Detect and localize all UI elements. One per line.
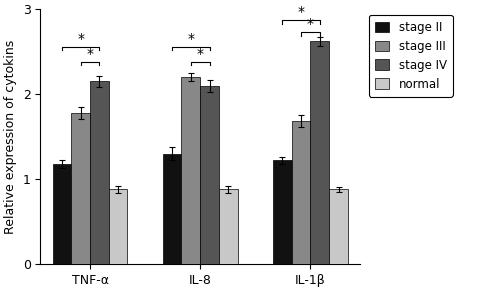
Bar: [52, 164, 72, 264]
Y-axis label: Relative expression of cytokins: Relative expression of cytokins: [4, 40, 17, 234]
Bar: [200, 86, 219, 264]
Bar: [72, 113, 90, 264]
Bar: [329, 189, 348, 264]
Bar: [182, 77, 200, 264]
Text: *: *: [86, 47, 94, 61]
Bar: [273, 160, 291, 264]
Bar: [292, 121, 310, 264]
Bar: [109, 189, 128, 264]
Legend: stage II, stage III, stage IV, normal: stage II, stage III, stage IV, normal: [369, 15, 452, 97]
Bar: [163, 154, 182, 264]
Bar: [310, 42, 329, 264]
Bar: [219, 189, 238, 264]
Text: *: *: [188, 32, 194, 46]
Text: *: *: [77, 32, 84, 46]
Bar: [90, 81, 109, 264]
Text: *: *: [298, 6, 304, 19]
Text: *: *: [196, 47, 203, 61]
Text: *: *: [307, 17, 314, 31]
